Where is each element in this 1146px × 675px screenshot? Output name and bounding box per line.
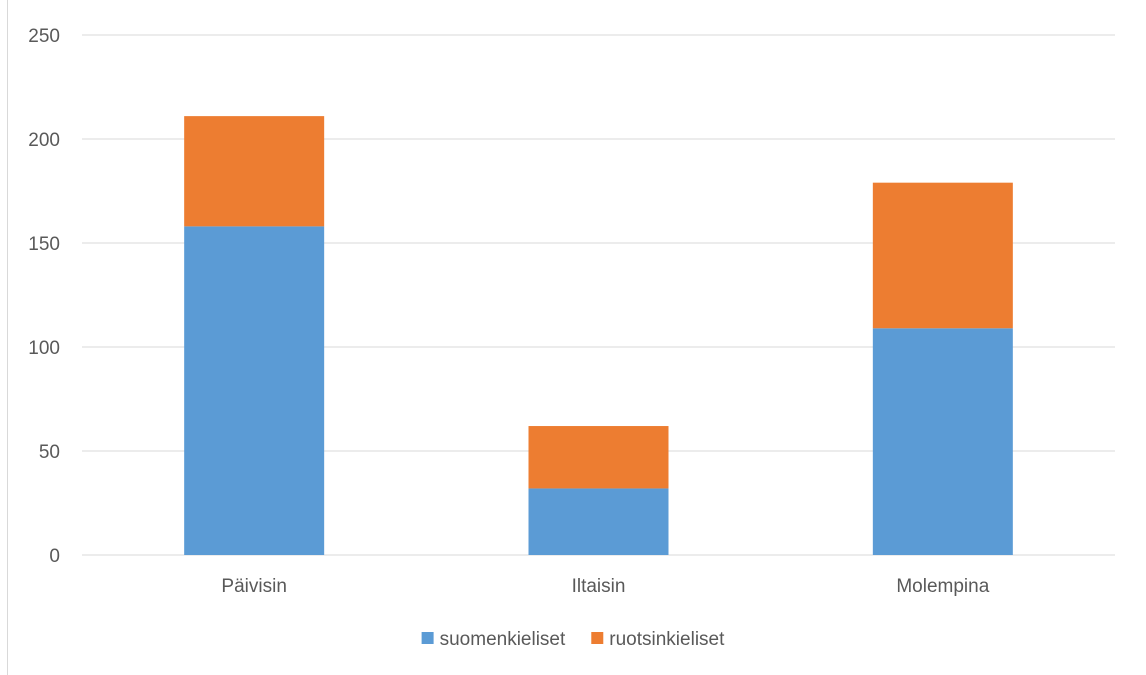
- bars: [184, 116, 1013, 556]
- x-tick-label: Päivisin: [221, 576, 286, 597]
- bar-suomenkieliset-Iltaisin: [528, 488, 669, 555]
- chart-frame: [7, 0, 1146, 675]
- legend-swatch: [591, 632, 604, 644]
- y-tick-label: 0: [49, 546, 60, 567]
- bar-ruotsinkieliset-Molempina: [872, 182, 1013, 329]
- bar-suomenkieliset-Molempina: [872, 328, 1013, 555]
- y-tick-label: 200: [28, 130, 60, 151]
- bar-suomenkieliset-Päivisin: [184, 226, 325, 556]
- y-axis-tick-labels: 0 50 100 150 200 250: [28, 26, 60, 567]
- legend-swatch: [421, 632, 434, 644]
- x-axis-tick-labels: Päivisin Iltaisin Molempina: [221, 576, 989, 597]
- bar-ruotsinkieliset-Iltaisin: [528, 426, 669, 489]
- y-tick-label: 100: [28, 338, 60, 359]
- y-tick-label: 50: [39, 442, 60, 463]
- x-tick-label: Molempina: [896, 576, 989, 597]
- legend-label: ruotsinkieliset: [609, 629, 725, 650]
- legend-label: suomenkieliset: [440, 629, 566, 650]
- bar-ruotsinkieliset-Päivisin: [184, 116, 325, 227]
- y-tick-label: 250: [28, 26, 60, 47]
- x-tick-label: Iltaisin: [572, 576, 626, 597]
- y-tick-label: 150: [28, 234, 60, 255]
- legend: suomenkieliset ruotsinkieliset: [421, 629, 725, 650]
